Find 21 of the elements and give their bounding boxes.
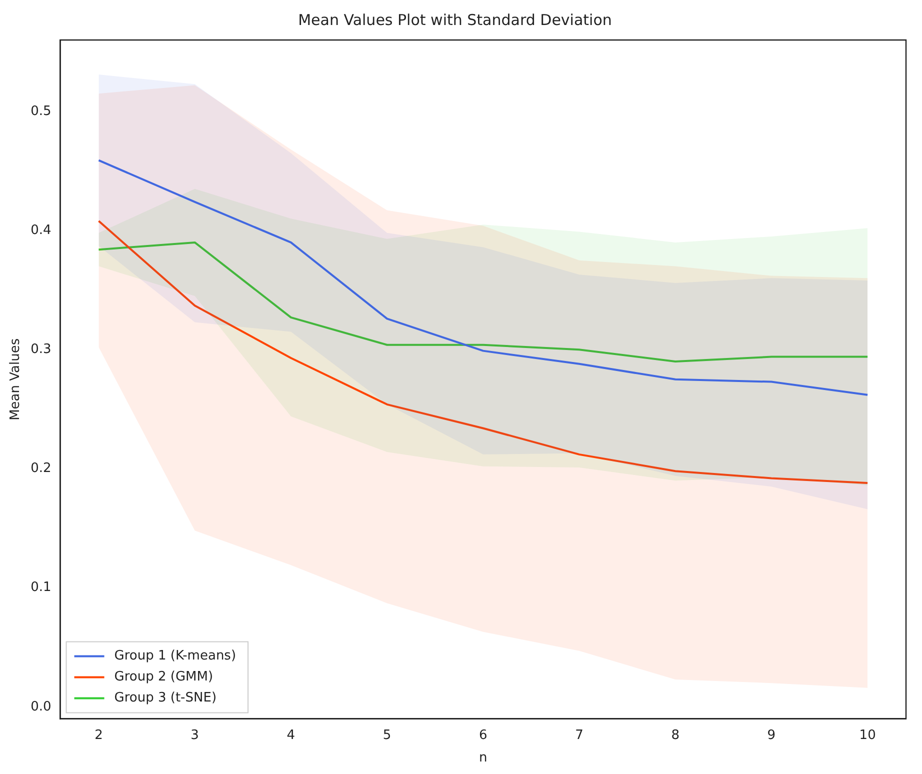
legend-label: Group 2 (GMM) — [114, 670, 214, 685]
x-tick-label: 7 — [575, 728, 584, 743]
x-axis-title: n — [479, 750, 488, 766]
x-tick-label: 10 — [859, 728, 876, 743]
y-tick-label: 0.1 — [30, 580, 52, 596]
x-tick-label: 8 — [671, 728, 680, 743]
y-tick-label: 0.5 — [30, 104, 52, 119]
legend-label: Group 3 (t-SNE) — [114, 690, 217, 706]
legend-label: Group 1 (K-means) — [114, 648, 236, 664]
x-tick-label: 9 — [767, 728, 776, 743]
x-tick-label: 3 — [190, 728, 199, 743]
chart-title: Mean Values Plot with Standard Deviation — [298, 10, 612, 29]
x-tick-label: 6 — [478, 728, 488, 743]
x-tick-label: 5 — [382, 728, 392, 743]
y-tick-label: 0.0 — [30, 699, 52, 714]
y-tick-label: 0.2 — [30, 461, 52, 476]
y-tick-label: 0.4 — [30, 222, 52, 238]
x-tick-label: 2 — [94, 728, 103, 743]
y-tick-label: 0.3 — [30, 342, 52, 358]
x-tick-label: 4 — [286, 728, 296, 743]
y-axis-title: Mean Values — [8, 338, 24, 420]
